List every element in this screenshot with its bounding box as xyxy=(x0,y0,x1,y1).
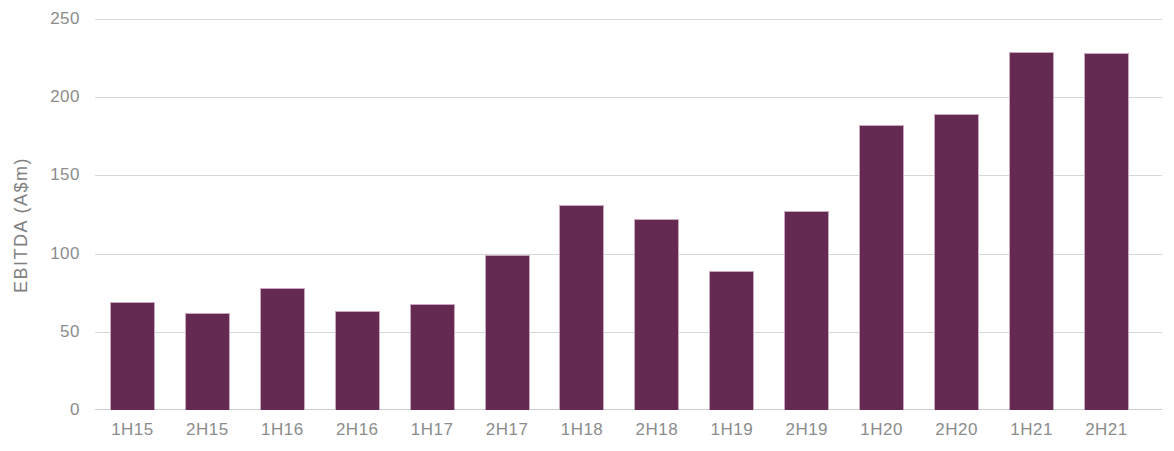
x-tick-label-1h16: 1H16 xyxy=(245,420,320,440)
bar-slot-2h15 xyxy=(170,19,245,410)
bar-1h15 xyxy=(110,302,155,410)
y-tick-label-0: 0 xyxy=(0,401,80,419)
bar-slot-2h19 xyxy=(769,19,844,410)
x-tick-label-1h17: 1H17 xyxy=(395,420,470,440)
bar-slot-2h17 xyxy=(470,19,545,410)
bar-slot-1h16 xyxy=(245,19,320,410)
bar-1h17 xyxy=(410,304,455,410)
x-tick-label-2h16: 2H16 xyxy=(320,420,395,440)
bar-slot-1h15 xyxy=(95,19,170,410)
bar-2h19 xyxy=(784,211,829,410)
bar-2h17 xyxy=(485,255,530,410)
bar-slot-1h20 xyxy=(844,19,919,410)
bar-slot-1h17 xyxy=(395,19,470,410)
ebitda-bar-chart: EBITDA (A$m) 050100150200250 1H152H151H1… xyxy=(0,0,1174,451)
bar-2h16 xyxy=(335,311,380,410)
y-tick-label-200: 200 xyxy=(0,88,80,106)
y-tick-label-150: 150 xyxy=(0,166,80,184)
bar-2h20 xyxy=(934,114,979,410)
x-tick-label-2h17: 2H17 xyxy=(470,420,545,440)
x-tick-label-2h18: 2H18 xyxy=(619,420,694,440)
bar-series xyxy=(95,19,1144,410)
x-axis-tick-labels: 1H152H151H162H161H172H171H182H181H192H19… xyxy=(95,420,1144,440)
x-tick-label-2h15: 2H15 xyxy=(170,420,245,440)
x-tick-label-1h20: 1H20 xyxy=(844,420,919,440)
y-tick-label-250: 250 xyxy=(0,10,80,28)
bar-1h16 xyxy=(260,288,305,410)
x-tick-label-2h19: 2H19 xyxy=(769,420,844,440)
x-tick-label-1h15: 1H15 xyxy=(95,420,170,440)
bar-1h21 xyxy=(1009,52,1054,410)
plot-area xyxy=(95,19,1162,410)
bar-slot-1h19 xyxy=(694,19,769,410)
bar-slot-1h18 xyxy=(545,19,620,410)
bar-2h21 xyxy=(1084,53,1129,410)
bar-1h19 xyxy=(709,271,754,410)
bar-1h20 xyxy=(859,125,904,410)
bar-slot-2h20 xyxy=(919,19,994,410)
bar-1h18 xyxy=(559,205,604,410)
bar-slot-2h16 xyxy=(320,19,395,410)
x-tick-label-1h19: 1H19 xyxy=(694,420,769,440)
y-tick-label-50: 50 xyxy=(0,323,80,341)
x-tick-label-1h21: 1H21 xyxy=(994,420,1069,440)
bar-slot-2h21 xyxy=(1069,19,1144,410)
x-tick-label-2h21: 2H21 xyxy=(1069,420,1144,440)
x-tick-label-2h20: 2H20 xyxy=(919,420,994,440)
x-tick-label-1h18: 1H18 xyxy=(545,420,620,440)
y-axis-tick-labels: 050100150200250 xyxy=(0,19,80,410)
bar-slot-2h18 xyxy=(619,19,694,410)
bar-slot-1h21 xyxy=(994,19,1069,410)
bar-2h15 xyxy=(185,313,230,410)
bar-2h18 xyxy=(634,219,679,410)
y-tick-label-100: 100 xyxy=(0,245,80,263)
